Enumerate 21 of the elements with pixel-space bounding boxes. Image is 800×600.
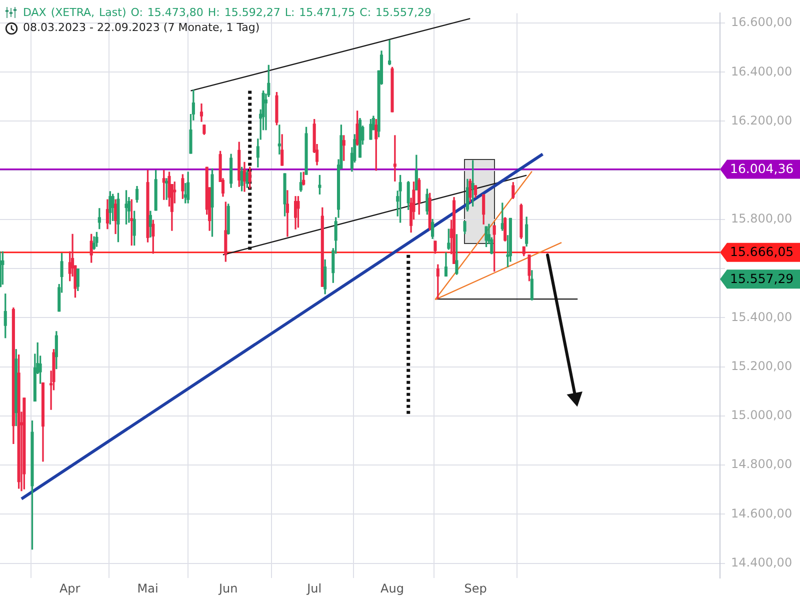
x-tick-label: Mai bbox=[137, 581, 158, 596]
x-tick-label: Sep bbox=[464, 581, 487, 596]
x-tick-label: Aug bbox=[380, 581, 404, 596]
y-tick-label: 15.200,00 bbox=[731, 358, 792, 373]
y-tick-label: 15.800,00 bbox=[731, 212, 792, 226]
y-tick-label: 14.600,00 bbox=[731, 506, 792, 520]
y-tick-label: 15.000,00 bbox=[731, 408, 792, 422]
y-tick-label: 16.200,00 bbox=[731, 113, 792, 128]
y-tick-label: 16.400,00 bbox=[731, 64, 792, 78]
chart-title: DAX (XETRA, Last) O: 15.473,80 H: 15.592,27 L: 15.471,75 C: 15.557,29 bbox=[23, 6, 432, 20]
x-tick-label: Apr bbox=[59, 581, 80, 596]
y-tick-label: 14.800,00 bbox=[731, 457, 792, 472]
ref-line-label: 15.666,05 bbox=[730, 244, 794, 260]
y-tick-label: 14.400,00 bbox=[731, 555, 792, 570]
x-tick-label: Jun bbox=[218, 581, 238, 596]
x-tick-label: Jul bbox=[306, 581, 322, 596]
y-tick-label: 15.400,00 bbox=[731, 310, 792, 324]
text: 08.03.2023 - 22.09.2023 (7 Monate, 1 Tag) bbox=[23, 21, 260, 35]
text: 15.557,29 bbox=[730, 270, 794, 286]
ref-line-label: 16.004,36 bbox=[730, 161, 794, 176]
y-tick-label: 16.600,00 bbox=[731, 15, 792, 30]
